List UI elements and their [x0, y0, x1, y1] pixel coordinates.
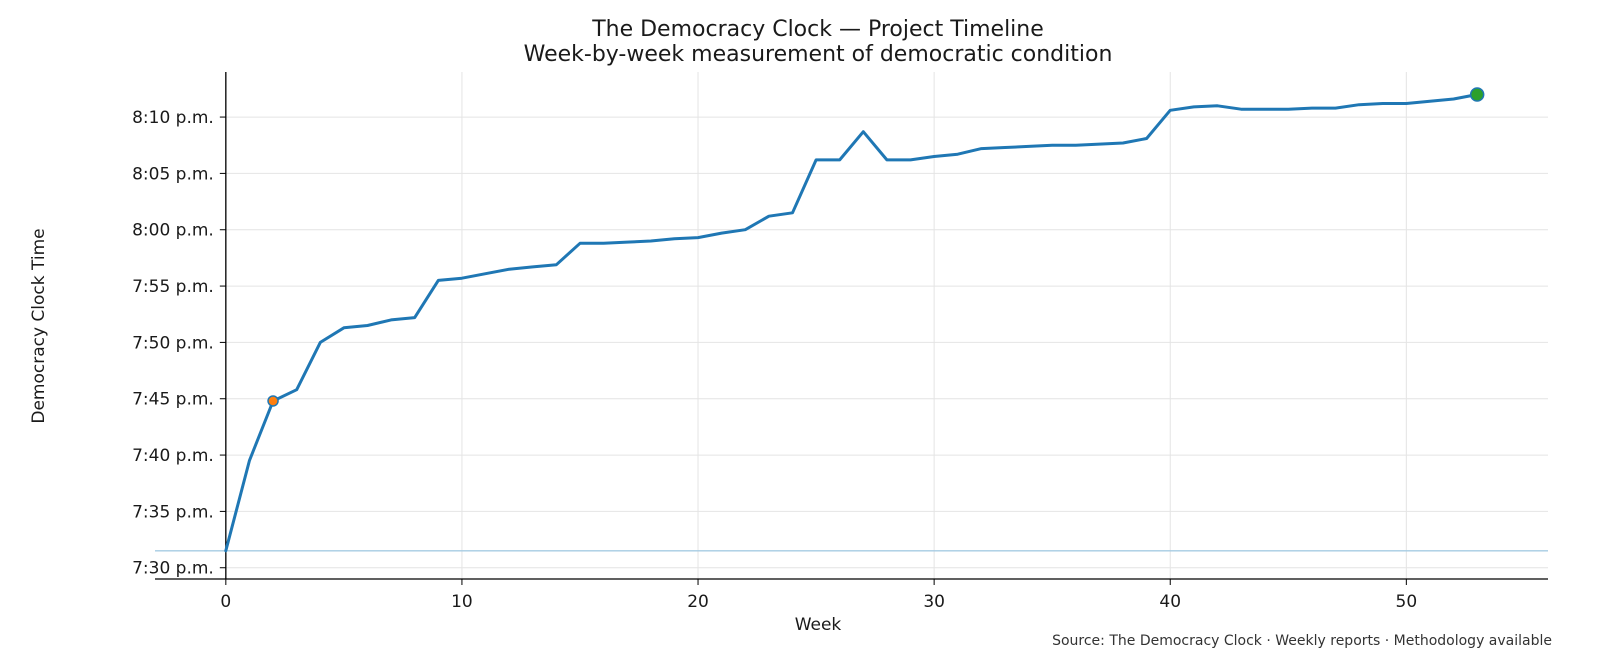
series-line	[224, 93, 1479, 553]
y-tick-label: 7:45 p.m.	[132, 390, 214, 410]
highlight-point	[267, 395, 279, 407]
highlight-markers	[267, 87, 1485, 407]
y-tick-label: 7:55 p.m.	[132, 277, 214, 297]
x-tick-label: 30	[923, 592, 945, 612]
y-tick-label: 7:30 p.m.	[132, 559, 214, 579]
highlight-point	[1469, 87, 1485, 102]
source-note: Source: The Democracy Clock · Weekly rep…	[1052, 633, 1552, 649]
y-tick-label: 8:00 p.m.	[132, 221, 214, 241]
x-tick-label: 0	[220, 592, 231, 612]
y-tick-label: 8:05 p.m.	[132, 164, 214, 184]
series-group	[224, 93, 1479, 553]
x-tick-label: 50	[1396, 592, 1418, 612]
chart-title: The Democracy Clock — Project Timeline	[591, 17, 1044, 42]
axes	[155, 72, 1548, 580]
tick-labels: 0 10 20 30 40 50 7:30 p.m. 7:35 p.m. 7:40 p.m. 7:…	[132, 108, 1417, 612]
x-tick-label: 40	[1159, 592, 1181, 612]
y-tick-label: 7:35 p.m.	[132, 502, 214, 522]
chart-subtitle: Week-by-week measurement of democratic c…	[524, 42, 1113, 67]
y-axis-label: Democracy Clock Time	[29, 228, 49, 423]
y-tick-label: 7:40 p.m.	[132, 446, 214, 466]
gridlines	[225, 72, 1548, 579]
x-axis-label: Week	[795, 615, 842, 635]
x-tick-label: 10	[451, 592, 473, 612]
y-tick-label: 7:50 p.m.	[132, 333, 214, 353]
y-tick-label: 8:10 p.m.	[132, 108, 214, 128]
x-tick-label: 20	[687, 592, 709, 612]
